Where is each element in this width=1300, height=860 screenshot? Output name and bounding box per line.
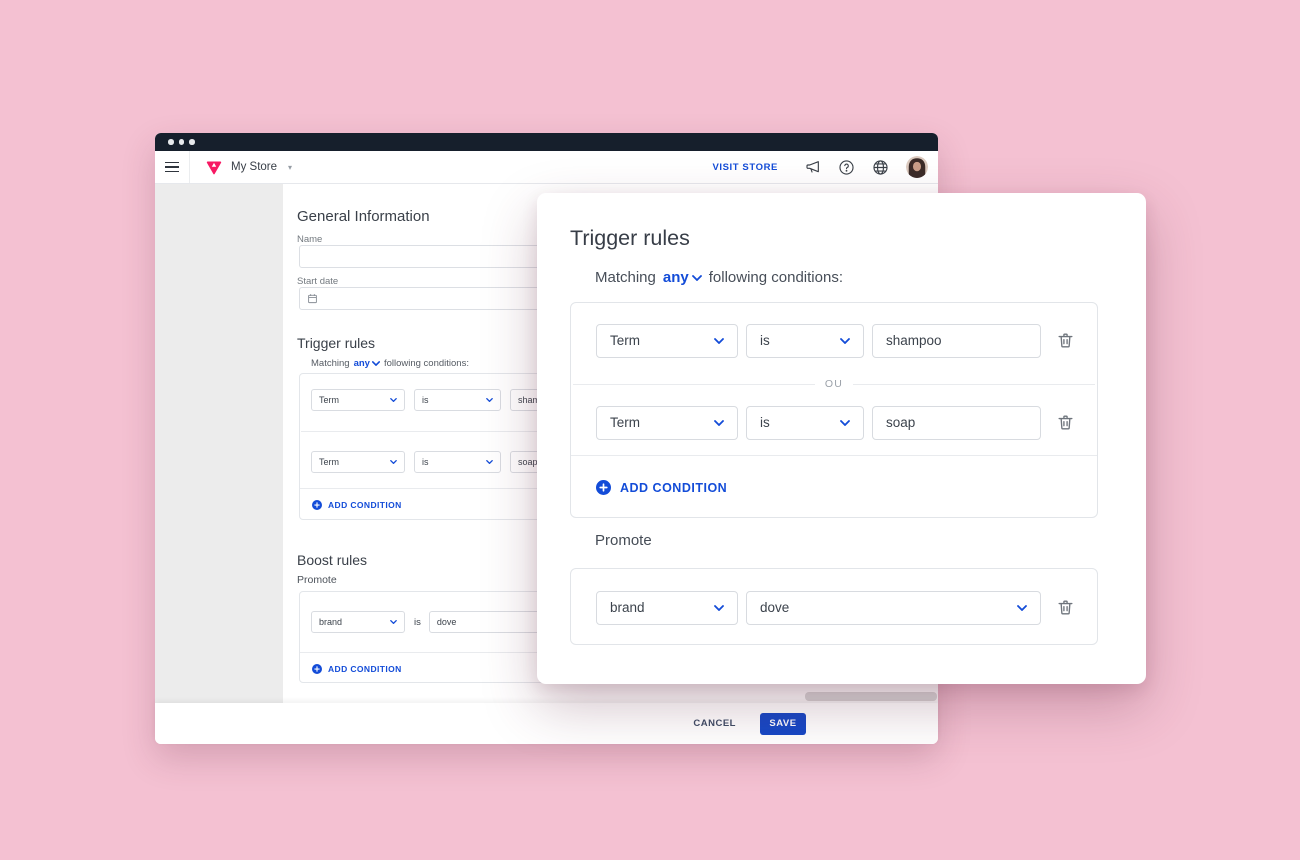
globe-icon[interactable]	[872, 159, 889, 176]
section-title-trigger: Trigger rules	[297, 335, 376, 351]
header-actions: VISIT STORE	[712, 156, 938, 178]
plus-icon	[312, 499, 322, 510]
chevron-down-icon	[390, 460, 397, 464]
operator-select[interactable]: is	[746, 405, 864, 440]
chevron-down-icon	[486, 460, 493, 464]
calendar-icon	[308, 294, 317, 304]
window-dot	[168, 139, 174, 145]
add-condition-button[interactable]: ADD CONDITION	[300, 653, 858, 684]
window-dot	[178, 139, 184, 145]
start-date-label: Start date	[297, 276, 339, 287]
operator-select[interactable]: is	[414, 451, 501, 473]
field-select[interactable]: Term	[311, 389, 405, 411]
store-switcher[interactable]: My Store ▾	[206, 160, 292, 175]
value-select[interactable]: dove	[746, 590, 1041, 625]
matching-line: Matching any following conditions:	[595, 269, 843, 286]
field-select[interactable]: Term	[311, 451, 405, 473]
field-select[interactable]: Term	[596, 405, 738, 440]
value-input[interactable]	[872, 323, 1041, 358]
conditions-suffix: following conditions:	[708, 269, 843, 286]
vtex-logo-icon	[206, 160, 222, 175]
chevron-down-icon: ▾	[288, 162, 293, 172]
matching-label: Matching	[595, 269, 656, 286]
operator-text: is	[414, 616, 421, 628]
horizontal-scrollbar[interactable]	[805, 692, 937, 701]
matching-operator-select[interactable]: any	[354, 358, 380, 369]
hamburger-icon	[165, 161, 179, 173]
field-select[interactable]: brand	[596, 590, 738, 625]
chevron-down-icon	[486, 398, 493, 402]
matching-line: Matching any following conditions:	[311, 358, 469, 369]
section-title-general: General Information	[297, 208, 430, 225]
app-header: My Store ▾ VISIT STORE	[155, 151, 938, 184]
promote-label: Promote	[297, 574, 337, 586]
trash-icon[interactable]	[1056, 331, 1075, 350]
plus-icon	[312, 663, 322, 674]
trigger-conditions-card: Term is OU Term	[570, 302, 1098, 518]
divider	[571, 455, 1097, 456]
add-condition-button[interactable]: ADD CONDITION	[571, 456, 1097, 519]
chevron-down-icon	[714, 604, 724, 611]
cancel-button[interactable]: CANCEL	[693, 718, 736, 729]
field-select[interactable]: brand	[311, 611, 405, 633]
operator-select[interactable]: is	[746, 323, 864, 358]
menu-button[interactable]	[155, 151, 190, 183]
window-titlebar	[155, 133, 938, 151]
avatar[interactable]	[906, 156, 928, 178]
megaphone-icon[interactable]	[805, 159, 821, 175]
store-name: My Store	[231, 161, 278, 173]
condition-row: Term is	[571, 303, 1097, 378]
chevron-down-icon	[840, 337, 850, 344]
window-dot	[189, 139, 195, 145]
conditions-suffix: following conditions:	[383, 358, 469, 369]
help-icon[interactable]	[838, 159, 855, 176]
matching-label: Matching	[311, 358, 350, 369]
visit-store-link[interactable]: VISIT STORE	[712, 161, 778, 173]
section-title-boost: Boost rules	[297, 552, 368, 568]
chevron-down-icon	[390, 620, 397, 624]
save-button[interactable]: SAVE	[760, 712, 806, 735]
operator-select[interactable]: is	[414, 389, 501, 411]
trigger-rules-detail-card: Trigger rules Matching any following con…	[537, 193, 1146, 684]
promote-label: Promote	[595, 532, 652, 549]
value-input[interactable]	[872, 405, 1041, 440]
matching-operator-select[interactable]: any	[663, 269, 702, 286]
chevron-down-icon	[390, 398, 397, 402]
or-divider: OU	[571, 378, 1097, 390]
form-footer: CANCEL SAVE	[155, 703, 938, 744]
chevron-down-icon	[691, 274, 702, 281]
condition-row: brand dove	[571, 569, 1097, 646]
overlay-title: Trigger rules	[570, 226, 690, 250]
trash-icon[interactable]	[1056, 413, 1075, 432]
chevron-down-icon	[371, 361, 380, 366]
add-condition-button[interactable]: ADD CONDITION	[300, 489, 858, 520]
promote-card: brand dove	[570, 568, 1098, 645]
condition-row: Term is	[571, 390, 1097, 455]
field-select[interactable]: Term	[596, 323, 738, 358]
chevron-down-icon	[714, 419, 724, 426]
trash-icon[interactable]	[1056, 598, 1075, 617]
chevron-down-icon	[1017, 604, 1027, 611]
chevron-down-icon	[840, 419, 850, 426]
chevron-down-icon	[714, 337, 724, 344]
name-label: Name	[297, 234, 323, 245]
plus-icon	[596, 480, 611, 495]
